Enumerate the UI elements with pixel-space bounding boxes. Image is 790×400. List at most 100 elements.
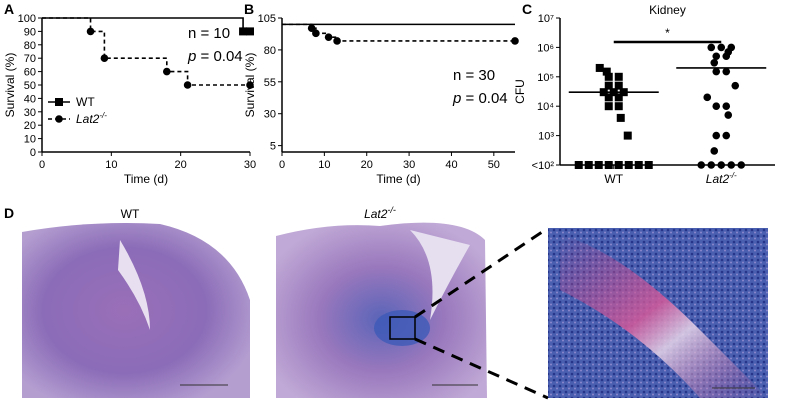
- x-tick-label: Lat2-/-: [706, 171, 737, 186]
- zoom-box: [389, 316, 416, 340]
- chart-title: Kidney: [649, 3, 686, 17]
- marker: [594, 161, 603, 169]
- y-tick-label: 100: [18, 13, 36, 25]
- marker: [712, 52, 721, 61]
- marker: [604, 161, 613, 169]
- histology-images: [22, 222, 768, 400]
- wt-kidney-image: [22, 223, 250, 398]
- x-axis-label: Time (d): [124, 172, 168, 186]
- zoom-line: [414, 337, 549, 400]
- y-axis-label: Survival (%): [243, 53, 257, 118]
- annotation-italic: p: [187, 48, 196, 65]
- marker: [86, 27, 95, 36]
- annotation: n = 10: [188, 25, 230, 42]
- y-tick-label: 90: [24, 26, 36, 38]
- panel-label: C: [522, 1, 532, 17]
- y-tick-label: 60: [24, 67, 36, 79]
- legend-sup: -/-: [99, 111, 107, 120]
- marker: [511, 37, 519, 45]
- significance-label: *: [665, 26, 670, 40]
- marker: [717, 161, 726, 169]
- y-tick-label: 105: [258, 13, 276, 25]
- marker: [624, 161, 633, 169]
- lesion: [374, 310, 430, 346]
- panel-label: D: [4, 205, 14, 221]
- x-tick-text: Lat2: [706, 172, 730, 186]
- marker: [623, 131, 632, 140]
- y-tick-label: 10⁴: [537, 101, 554, 113]
- marker: [703, 93, 712, 102]
- y-tick-label: <10²: [532, 160, 555, 172]
- marker: [712, 67, 721, 76]
- x-tick-label: 40: [445, 159, 457, 171]
- annotation-text: n = 30: [453, 67, 495, 84]
- marker: [246, 27, 254, 36]
- marker: [604, 93, 613, 102]
- x-tick-label: 0: [279, 159, 285, 171]
- y-tick-label: 80: [24, 40, 36, 52]
- marker: [712, 102, 721, 110]
- y-tick-label: 30: [24, 107, 36, 119]
- legend-text: Lat2: [76, 112, 100, 126]
- marker: [584, 161, 593, 169]
- y-tick-label: 10³: [538, 131, 554, 143]
- marker: [183, 81, 192, 89]
- x-tick-label: 50: [488, 159, 500, 171]
- y-axis-label: Survival (%): [3, 53, 17, 118]
- marker: [707, 161, 716, 169]
- marker: [644, 161, 653, 169]
- marker: [724, 111, 733, 119]
- x-tick-label: 30: [244, 159, 256, 171]
- annotation: p = 0.04: [187, 48, 243, 65]
- image-title: WT: [121, 207, 140, 221]
- marker: [634, 161, 643, 169]
- annotation-text: = 0.04: [196, 48, 242, 65]
- x-tick-sup: -/-: [729, 171, 737, 180]
- image-title-text: Lat2: [364, 207, 388, 221]
- marker: [614, 72, 623, 81]
- annotation-text: n = 10: [188, 25, 230, 42]
- legend-marker: [55, 98, 63, 106]
- y-tick-label: 20: [24, 120, 36, 132]
- legend-label: WT: [76, 95, 95, 109]
- marker: [604, 102, 613, 111]
- y-tick-label: 10⁶: [537, 42, 554, 54]
- y-axis-label: CFU: [513, 79, 527, 104]
- y-tick-label: 50: [24, 80, 36, 92]
- marker: [737, 161, 746, 169]
- marker: [616, 113, 625, 122]
- marker: [717, 43, 726, 52]
- x-tick-label: 10: [318, 159, 330, 171]
- marker: [722, 131, 731, 140]
- legend-text: WT: [76, 95, 95, 109]
- marker: [595, 63, 604, 72]
- y-tick-label: 5: [270, 141, 276, 153]
- marker: [710, 58, 719, 67]
- x-axis-label: Time (d): [376, 172, 420, 186]
- marker: [710, 147, 719, 155]
- annotation-italic: p: [452, 90, 461, 107]
- wt-pelvis: [118, 240, 150, 330]
- marker: [333, 37, 341, 45]
- marker: [324, 33, 333, 41]
- marker: [731, 81, 740, 90]
- y-tick-label: 0: [30, 147, 36, 159]
- marker: [246, 81, 254, 89]
- y-tick-label: 10⁷: [538, 13, 554, 25]
- marker: [602, 67, 611, 76]
- legend-label: Lat2-/-: [76, 111, 107, 126]
- marker: [163, 67, 171, 76]
- y-tick-label: 10⁵: [537, 72, 554, 84]
- y-tick-label: 30: [264, 109, 276, 121]
- lat2-pelvis: [410, 230, 470, 320]
- marker: [707, 43, 716, 52]
- zoom-streak: [560, 235, 768, 398]
- image-title-sup: -/-: [387, 205, 396, 215]
- marker: [239, 27, 248, 36]
- marker: [697, 161, 706, 169]
- marker: [604, 81, 613, 90]
- x-tick-label: 20: [361, 159, 373, 171]
- panel-label: A: [4, 1, 14, 17]
